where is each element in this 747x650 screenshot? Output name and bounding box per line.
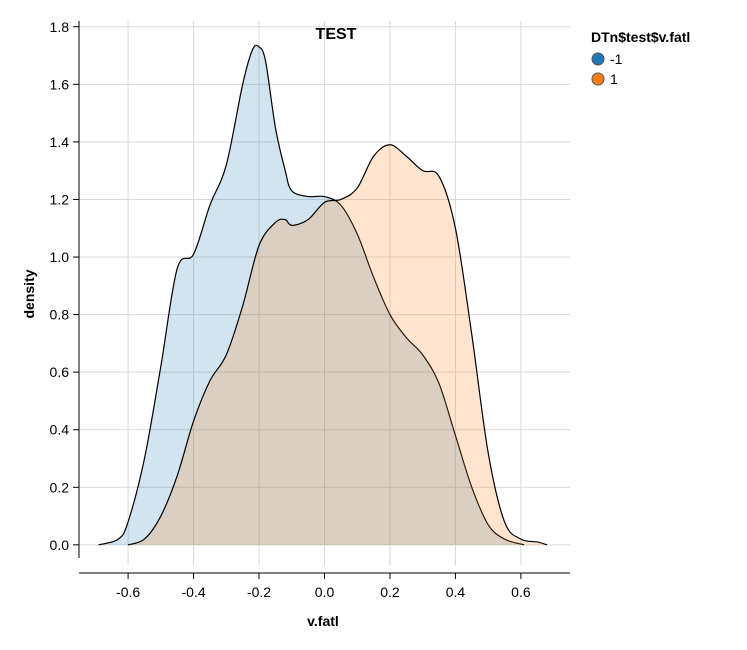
x-tick-label: -0.4: [182, 584, 206, 600]
y-axis-title: density: [21, 269, 37, 318]
y-tick-label: 0.2: [50, 479, 70, 495]
y-tick-label: 1.2: [50, 191, 70, 207]
density-area-series-0: [98, 45, 525, 545]
legend-title: DTn$test$v.fatl: [591, 29, 690, 45]
legend-marker-series-1[interactable]: [591, 72, 605, 86]
legend-label-series-0: -1: [610, 51, 623, 67]
density-areas: [98, 44, 548, 546]
y-tick-label: 0.0: [50, 537, 70, 553]
x-tick-label: 0.0: [315, 584, 335, 600]
y-tick-label: 1.0: [50, 249, 70, 265]
y-tick-label: 1.6: [50, 76, 70, 92]
x-tick-label: 0.2: [380, 584, 400, 600]
axes: 0.0 0.2 0.4 0.6 0.8 1.0 1.2 1.4 1.6 1.8 -0.6 -0.4 -0…: [50, 19, 570, 600]
y-tick-label: 1.4: [50, 134, 70, 150]
chart-title: TEST: [316, 26, 357, 43]
density-line-series-0: [98, 44, 525, 546]
x-tick-label: 0.4: [446, 584, 466, 600]
legend: DTn$test$v.fatl -11: [591, 29, 690, 87]
y-tick-label: 0.6: [50, 364, 70, 380]
x-axis-title: v.fatl: [307, 613, 339, 629]
legend-label-series-1: 1: [610, 71, 618, 87]
legend-marker-series-0[interactable]: [591, 52, 605, 66]
x-tick-label: -0.2: [247, 584, 271, 600]
legend-items: -11: [591, 51, 623, 87]
y-tick-label: 1.8: [50, 19, 70, 35]
density-line-series-1: [127, 144, 548, 546]
x-tick-label: 0.6: [511, 584, 531, 600]
y-tick-label: 0.8: [50, 307, 70, 323]
density-area-series-1: [128, 144, 548, 545]
y-tick-label: 0.4: [50, 422, 70, 438]
grid-layer: [79, 21, 570, 565]
x-tick-label: -0.6: [116, 584, 140, 600]
